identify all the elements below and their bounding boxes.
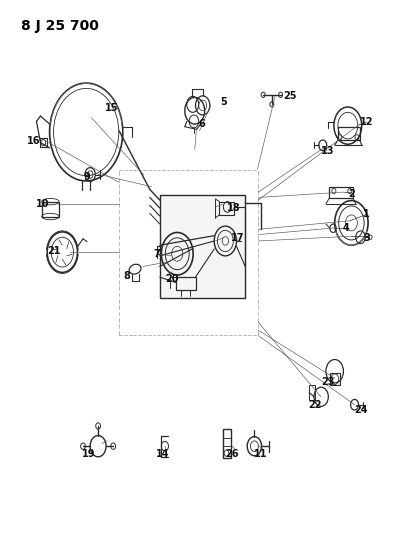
- Bar: [160, 195, 245, 298]
- Text: 8: 8: [124, 271, 130, 280]
- Text: 1: 1: [363, 209, 370, 220]
- Text: 2: 2: [348, 189, 355, 199]
- Bar: [338, 127, 360, 140]
- Text: 19: 19: [82, 449, 96, 458]
- Text: 11: 11: [255, 449, 268, 458]
- Text: 5: 5: [220, 96, 227, 107]
- Bar: [309, 385, 315, 400]
- Text: 12: 12: [360, 117, 373, 127]
- Text: 14: 14: [156, 449, 170, 458]
- Bar: [219, 201, 235, 215]
- Text: 18: 18: [227, 203, 240, 213]
- Text: 15: 15: [105, 103, 118, 113]
- Text: 25: 25: [283, 91, 297, 101]
- Bar: [329, 187, 353, 198]
- Text: 6: 6: [198, 119, 205, 129]
- Text: 4: 4: [342, 223, 349, 233]
- Text: 16: 16: [27, 135, 40, 146]
- Bar: [176, 277, 196, 290]
- Text: 24: 24: [354, 405, 367, 415]
- Text: 13: 13: [321, 146, 334, 156]
- Text: 20: 20: [166, 274, 179, 284]
- Bar: [330, 373, 340, 385]
- Text: 9: 9: [84, 172, 91, 182]
- Bar: [41, 201, 59, 216]
- Text: 26: 26: [225, 449, 239, 458]
- Bar: [223, 429, 231, 458]
- Text: 17: 17: [231, 233, 244, 244]
- Text: 3: 3: [363, 233, 370, 243]
- Text: 7: 7: [154, 249, 160, 259]
- Text: 21: 21: [47, 246, 61, 255]
- Text: 10: 10: [36, 199, 49, 209]
- Text: 23: 23: [321, 377, 334, 387]
- Text: 8 J 25 700: 8 J 25 700: [21, 19, 99, 33]
- Text: 22: 22: [308, 400, 322, 410]
